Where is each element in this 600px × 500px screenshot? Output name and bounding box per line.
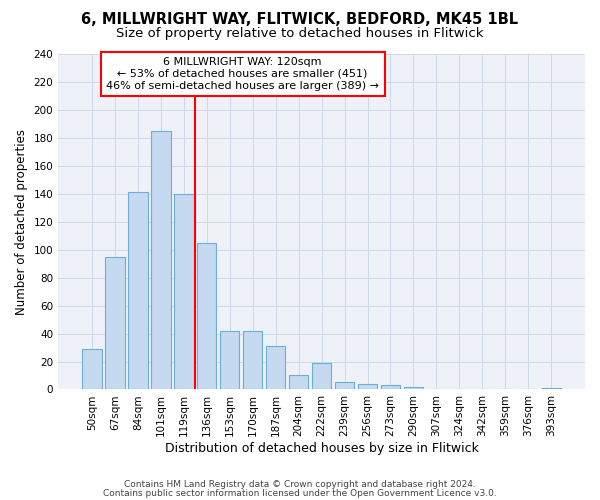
Bar xyxy=(358,384,377,390)
Text: Size of property relative to detached houses in Flitwick: Size of property relative to detached ho… xyxy=(116,28,484,40)
Bar xyxy=(404,386,423,390)
Bar xyxy=(197,242,217,390)
Bar xyxy=(266,346,286,390)
X-axis label: Distribution of detached houses by size in Flitwick: Distribution of detached houses by size … xyxy=(164,442,479,455)
Bar xyxy=(542,388,561,390)
Text: Contains HM Land Registry data © Crown copyright and database right 2024.: Contains HM Land Registry data © Crown c… xyxy=(124,480,476,489)
Bar xyxy=(151,131,170,390)
Text: 6, MILLWRIGHT WAY, FLITWICK, BEDFORD, MK45 1BL: 6, MILLWRIGHT WAY, FLITWICK, BEDFORD, MK… xyxy=(82,12,518,28)
Bar xyxy=(174,194,194,390)
Bar xyxy=(289,376,308,390)
Text: Contains public sector information licensed under the Open Government Licence v3: Contains public sector information licen… xyxy=(103,488,497,498)
Bar xyxy=(128,192,148,390)
Bar xyxy=(335,382,355,390)
Bar xyxy=(82,349,101,390)
Bar xyxy=(243,331,262,390)
Bar xyxy=(220,331,239,390)
Bar xyxy=(381,386,400,390)
Bar xyxy=(312,363,331,390)
Y-axis label: Number of detached properties: Number of detached properties xyxy=(15,128,28,314)
Bar xyxy=(105,256,125,390)
Text: 6 MILLWRIGHT WAY: 120sqm
← 53% of detached houses are smaller (451)
46% of semi-: 6 MILLWRIGHT WAY: 120sqm ← 53% of detach… xyxy=(106,58,379,90)
